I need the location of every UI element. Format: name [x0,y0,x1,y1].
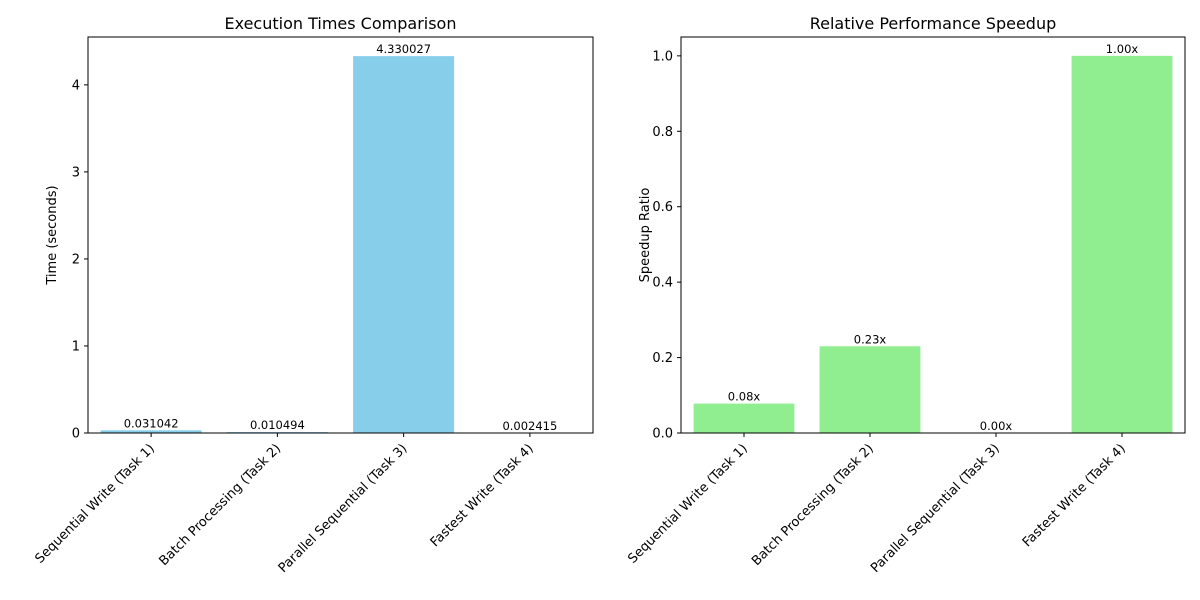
x-tick-label-4: Fastest Write (Task 4) [428,441,537,550]
y-tick-label-6: 1.0 [652,49,673,64]
x-tick-label-1: Sequential Write (Task 1) [32,441,157,566]
bar-1 [693,403,795,433]
chart-title: Execution Times Comparison [225,14,457,33]
bar-1 [100,430,202,433]
x-tick-label-3: Parallel Sequential (Task 3) [276,441,411,576]
plot-frame [87,36,594,434]
y-tick-label-5: 0.8 [652,125,673,140]
data-label-3: 4.330027 [376,42,431,56]
y-axis-label: Speedup Ratio [638,188,653,283]
x-tick-label-3: Parallel Sequential (Task 3) [868,441,1003,576]
y-tick-label-1: 0.0 [652,427,673,442]
y-tick-label-4: 0.6 [652,200,673,215]
bar-3 [353,56,455,433]
y-tick-label-1: 0 [72,427,80,442]
x-tick-label-2: Batch Processing (Task 2) [749,441,877,569]
y-tick-label-5: 4 [72,78,80,93]
data-label-4: 1.00x [1106,42,1139,56]
x-tick-label-4: Fastest Write (Task 4) [1020,441,1129,550]
data-label-2: 0.010494 [250,418,305,432]
x-tick-label-1: Sequential Write (Task 1) [625,441,750,566]
chart-title: Relative Performance Speedup [810,14,1057,33]
y-tick-label-2: 0.2 [652,351,673,366]
y-tick-label-2: 1 [72,339,80,354]
plot-frame [680,36,1186,434]
data-label-1: 0.031042 [124,416,179,430]
data-label-2: 0.23x [854,332,887,346]
bar-4 [1071,55,1173,434]
data-label-3: 0.00x [980,419,1013,433]
y-tick-label-4: 3 [72,165,80,180]
y-tick-label-3: 0.4 [652,276,673,291]
bar-2 [819,346,921,433]
y-axis-label: Time (seconds) [45,185,60,285]
y-tick-label-3: 2 [72,252,80,267]
data-label-4: 0.002415 [502,419,557,433]
data-label-1: 0.08x [728,390,761,404]
x-tick-label-2: Batch Processing (Task 2) [156,441,284,569]
chart-1: 0.031042 0.010494 4.330027 0.002415 0 1 2 3 4 Seq… [32,14,594,576]
chart-2: 0.08x 0.23x 0.00x 1.00x 0.0 0.2 0.4 0.6 0.8 1.0 Se… [625,14,1186,576]
